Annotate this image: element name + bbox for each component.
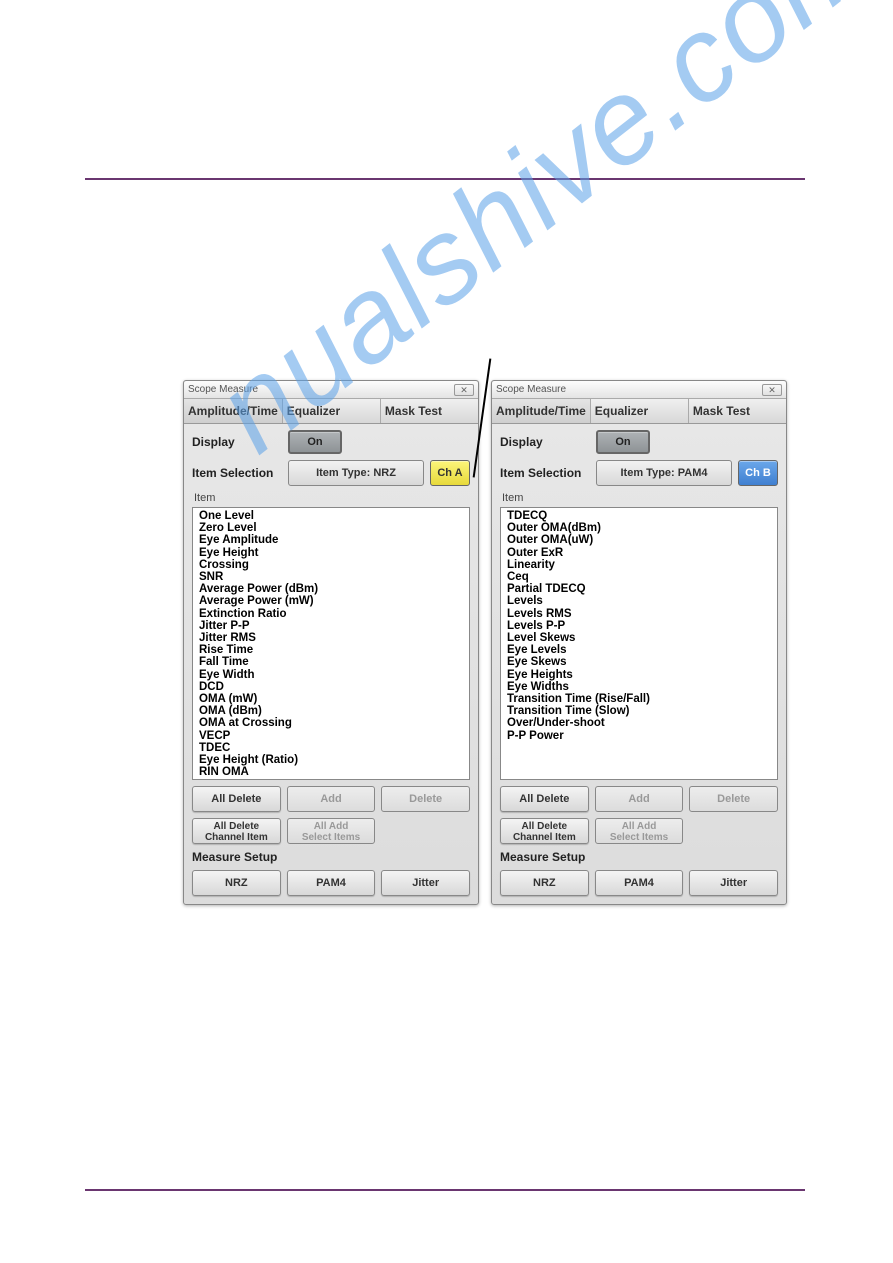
measure-jitter-button[interactable]: Jitter (689, 870, 778, 896)
list-item[interactable]: Outer OMA(uW) (503, 534, 775, 546)
list-item[interactable]: Crossing (195, 559, 467, 571)
close-icon[interactable]: ✕ (454, 384, 474, 396)
all-add-select-l2: Select Items (610, 832, 668, 843)
titlebar: Scope Measure ✕ (184, 381, 478, 399)
list-item[interactable]: Levels (503, 595, 775, 607)
tab-strip: Amplitude/Time Equalizer Mask Test (492, 399, 786, 424)
tab-mask-test[interactable]: Mask Test (381, 399, 478, 423)
channel-b-button[interactable]: Ch B (738, 460, 778, 486)
list-item[interactable]: Eye Width (195, 669, 467, 681)
list-item[interactable]: TDEC (195, 742, 467, 754)
list-item[interactable]: DCD (195, 681, 467, 693)
all-delete-channel-l1: All Delete (522, 821, 568, 832)
item-selection-label: Item Selection (500, 466, 596, 480)
list-item[interactable]: Eye Height (195, 547, 467, 559)
tab-amplitude-time[interactable]: Amplitude/Time (492, 399, 591, 423)
item-listbox[interactable]: One LevelZero LevelEye AmplitudeEye Heig… (192, 507, 470, 780)
scope-measure-dialog-right: Scope Measure ✕ Amplitude/Time Equalizer… (491, 380, 787, 905)
measure-setup-label: Measure Setup (500, 850, 778, 864)
divider-top (85, 178, 805, 180)
list-item[interactable]: Rise Time (195, 644, 467, 656)
display-label: Display (500, 435, 596, 449)
list-item[interactable]: RIN OMA (195, 766, 467, 778)
measure-pam4-button[interactable]: PAM4 (287, 870, 376, 896)
display-toggle[interactable]: On (288, 430, 342, 454)
list-item[interactable]: Levels P-P (503, 620, 775, 632)
list-item[interactable]: Transition Time (Slow) (503, 705, 775, 717)
scope-measure-dialog-left: Scope Measure ✕ Amplitude/Time Equalizer… (183, 380, 479, 905)
all-delete-channel-button[interactable]: All Delete Channel Item (500, 818, 589, 844)
list-item[interactable]: OMA at Crossing (195, 717, 467, 729)
channel-a-button[interactable]: Ch A (430, 460, 470, 486)
all-add-select-l2: Select Items (302, 832, 360, 843)
list-item[interactable]: Linearity (503, 559, 775, 571)
add-button[interactable]: Add (595, 786, 684, 812)
item-header: Item (194, 492, 470, 504)
delete-button[interactable]: Delete (381, 786, 470, 812)
measure-nrz-button[interactable]: NRZ (500, 870, 589, 896)
all-add-select-button[interactable]: All Add Select Items (287, 818, 376, 844)
item-type-button[interactable]: Item Type: PAM4 (596, 460, 732, 486)
all-delete-channel-l2: Channel Item (205, 832, 268, 843)
item-listbox[interactable]: TDECQOuter OMA(dBm)Outer OMA(uW)Outer Ex… (500, 507, 778, 780)
list-item[interactable]: Levels RMS (503, 608, 775, 620)
all-delete-channel-l2: Channel Item (513, 832, 576, 843)
list-item[interactable]: Fall Time (195, 656, 467, 668)
list-item[interactable]: Jitter RMS (195, 632, 467, 644)
list-item[interactable]: Jitter P-P (195, 620, 467, 632)
list-item[interactable]: SNR (195, 571, 467, 583)
list-item[interactable]: Average Power (dBm) (195, 583, 467, 595)
add-button[interactable]: Add (287, 786, 376, 812)
list-item[interactable]: P-P Power (503, 730, 775, 742)
display-label: Display (192, 435, 288, 449)
list-item[interactable]: Zero Level (195, 522, 467, 534)
list-item[interactable]: Average Power (mW) (195, 595, 467, 607)
tab-amplitude-time[interactable]: Amplitude/Time (184, 399, 283, 423)
all-add-select-l1: All Add (314, 821, 349, 832)
measure-nrz-button[interactable]: NRZ (192, 870, 281, 896)
all-delete-button[interactable]: All Delete (192, 786, 281, 812)
list-item[interactable]: Transition Time (Rise/Fall) (503, 693, 775, 705)
list-item[interactable]: Ceq (503, 571, 775, 583)
item-type-button[interactable]: Item Type: NRZ (288, 460, 424, 486)
measure-jitter-button[interactable]: Jitter (381, 870, 470, 896)
list-item[interactable]: Eye Height (Ratio) (195, 754, 467, 766)
list-item[interactable]: TDECQ (503, 510, 775, 522)
list-item[interactable]: OMA (mW) (195, 693, 467, 705)
display-toggle[interactable]: On (596, 430, 650, 454)
list-item[interactable]: Eye Widths (503, 681, 775, 693)
list-item[interactable]: Outer ExR (503, 547, 775, 559)
list-item[interactable]: One Level (195, 510, 467, 522)
list-item[interactable]: Extinction Ratio (195, 608, 467, 620)
list-item[interactable]: Partial TDECQ (503, 583, 775, 595)
list-item[interactable]: Eye Levels (503, 644, 775, 656)
list-item[interactable]: Eye Skews (503, 656, 775, 668)
tab-equalizer[interactable]: Equalizer (591, 399, 689, 423)
all-delete-button[interactable]: All Delete (500, 786, 589, 812)
list-item[interactable]: OMA (dBm) (195, 705, 467, 717)
measure-pam4-button[interactable]: PAM4 (595, 870, 684, 896)
list-item[interactable]: Over/Under-shoot (503, 717, 775, 729)
item-selection-label: Item Selection (192, 466, 288, 480)
delete-button[interactable]: Delete (689, 786, 778, 812)
divider-bottom (85, 1189, 805, 1191)
list-item[interactable]: Eye Heights (503, 669, 775, 681)
all-delete-channel-button[interactable]: All Delete Channel Item (192, 818, 281, 844)
list-item[interactable]: Eye Amplitude (195, 534, 467, 546)
item-header: Item (502, 492, 778, 504)
list-item[interactable]: Outer OMA(dBm) (503, 522, 775, 534)
titlebar: Scope Measure ✕ (492, 381, 786, 399)
list-item[interactable]: Level Skews (503, 632, 775, 644)
all-add-select-l1: All Add (622, 821, 657, 832)
all-delete-channel-l1: All Delete (214, 821, 260, 832)
tab-mask-test[interactable]: Mask Test (689, 399, 786, 423)
all-add-select-button[interactable]: All Add Select Items (595, 818, 684, 844)
window-title: Scope Measure (188, 384, 258, 395)
window-title: Scope Measure (496, 384, 566, 395)
list-item[interactable]: VECP (195, 730, 467, 742)
close-icon[interactable]: ✕ (762, 384, 782, 396)
tab-equalizer[interactable]: Equalizer (283, 399, 381, 423)
tab-strip: Amplitude/Time Equalizer Mask Test (184, 399, 478, 424)
measure-setup-label: Measure Setup (192, 850, 470, 864)
